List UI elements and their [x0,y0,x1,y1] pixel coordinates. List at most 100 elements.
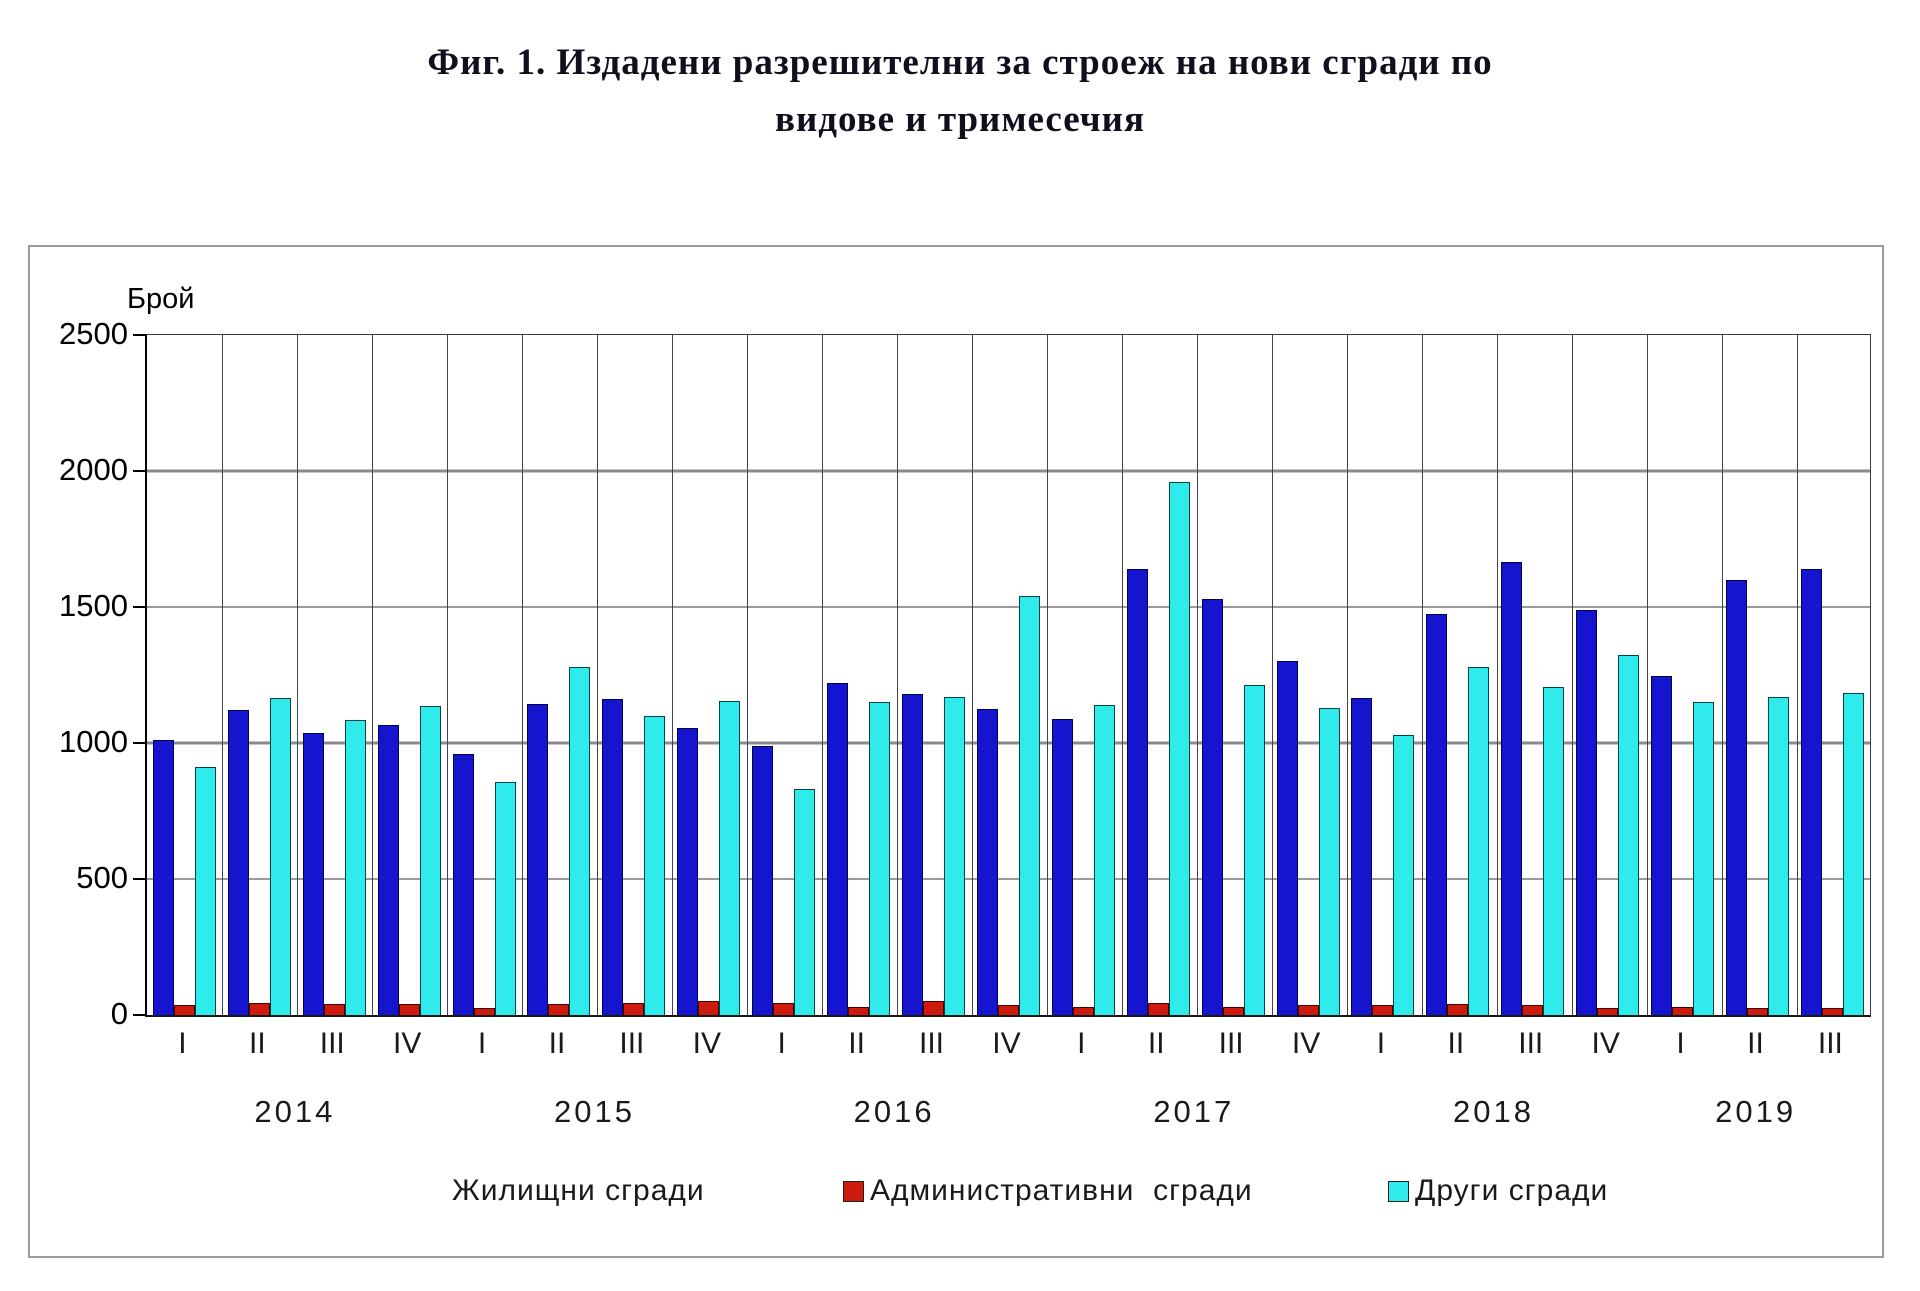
legend-item-residential: Жилищни сгради [452,1174,705,1208]
bar-administrative-2019-III [1821,1008,1843,1015]
bar-administrative-2015-IV [698,1001,720,1015]
bar-other-2018-IV [1618,655,1640,1015]
category-gridline [222,335,223,1015]
y-axis-tick [133,470,145,472]
bar-other-2014-IV [419,706,441,1015]
quarter-tick-label: II [249,1027,266,1060]
bar-residential-2016-III [902,694,924,1015]
quarter-tick-label: IV [392,1027,422,1060]
bar-other-2018-II [1468,667,1490,1015]
quarter-tick-label: II [848,1027,865,1060]
bar-other-2014-III [344,720,366,1015]
bar-other-2016-I [794,789,816,1015]
quarter-tick-label: I [1077,1027,1086,1060]
bar-other-2017-II [1168,482,1190,1015]
bar-residential-2015-I [452,754,474,1015]
bar-residential-2019-I [1651,676,1673,1015]
bar-group-2017-I [1046,335,1121,1015]
quarter-tick-label: III [619,1027,645,1060]
y-tick-label-0: 0 [110,996,128,1031]
quarter-tick-label: III [919,1027,945,1060]
category-gridline [672,335,673,1015]
bar-administrative-2017-III [1222,1007,1244,1015]
quarter-labels: I II III IV I II III IV I II III IV I II III IV I II III IV… [145,1027,1868,1061]
gridline-500 [147,878,1870,880]
bar-group-2014-II [222,335,297,1015]
bar-administrative-2014-I [173,1005,195,1015]
plot-area [133,334,1871,1017]
bar-administrative-2016-I [773,1003,795,1015]
gridline-1500 [147,606,1870,608]
category-gridline [1497,335,1498,1015]
bar-administrative-2017-IV [1297,1005,1319,1015]
bar-administrative-2017-II [1147,1003,1169,1015]
category-gridline [1572,335,1573,1015]
bar-administrative-2019-I [1672,1007,1694,1015]
bar-group-2017-III [1196,335,1271,1015]
bar-administrative-2014-IV [398,1004,420,1015]
bar-other-2019-I [1693,702,1715,1015]
bar-residential-2015-II [527,704,549,1015]
quarter-tick-label: II [1747,1027,1764,1060]
category-gridline [747,335,748,1015]
bar-group-2019-II [1720,335,1795,1015]
category-gridline [972,335,973,1015]
quarter-tick-label: IV [1291,1027,1321,1060]
bar-residential-2014-I [152,740,174,1015]
bar-group-2019-I [1645,335,1720,1015]
category-gridline [522,335,523,1015]
category-gridline [297,335,298,1015]
bar-residential-2016-II [827,683,849,1015]
category-gridline [1422,335,1423,1015]
category-gridline [1347,335,1348,1015]
bar-other-2017-I [1093,705,1115,1015]
quarter-tick-label: III [1817,1027,1843,1060]
bar-residential-2015-IV [677,728,699,1015]
bar-group-2019-III [1795,335,1870,1015]
bar-administrative-2014-III [323,1004,345,1015]
quarter-tick-label: II [1147,1027,1165,1060]
y-axis-tick [133,742,145,744]
quarter-tick-label: IV [692,1027,721,1060]
bar-group-2018-IV [1570,335,1645,1015]
bar-group-2016-III [896,335,971,1015]
bar-group-2015-II [522,335,597,1015]
category-gridline [447,335,448,1015]
bar-other-2019-II [1767,697,1789,1015]
bar-residential-2017-I [1051,719,1073,1015]
category-gridline [1197,335,1198,1015]
year-label-2016: 2016 [853,1094,935,1129]
bar-group-2014-IV [372,335,447,1015]
bar-other-2016-II [869,702,891,1015]
figure-title-line2: видове и тримесечия [775,99,1145,141]
quarter-tick-label: III [319,1027,345,1060]
bar-other-2015-IV [719,701,741,1015]
bar-other-2014-II [269,698,291,1015]
year-labels: 2014 2015 2016 2017 2018 2019 [145,1094,1868,1130]
quarter-tick-label: II [1447,1027,1465,1060]
bar-group-2017-IV [1271,335,1346,1015]
bar-residential-2016-IV [976,709,998,1015]
bar-administrative-2015-II [548,1004,570,1015]
bar-administrative-2016-II [848,1007,870,1015]
year-label-2015: 2015 [554,1094,635,1129]
bar-group-2015-I [447,335,522,1015]
bar-residential-2014-II [227,710,249,1015]
bar-group-2017-II [1121,335,1196,1015]
category-gridline [597,335,598,1015]
y-tick-label-1500: 1500 [59,588,128,623]
figure-title: Фиг. 1. Издадени разрешителни за строеж … [0,34,1920,149]
bar-residential-2014-IV [377,725,399,1015]
category-gridline [1797,335,1798,1015]
quarter-tick-label: IV [1591,1027,1620,1060]
bar-other-2015-I [494,782,516,1015]
gridline-1000 [147,741,1870,745]
bar-other-2015-II [569,667,591,1015]
bar-group-2016-I [746,335,821,1015]
y-axis-tick [133,606,145,608]
quarter-tick-label: I [1376,1027,1386,1060]
bar-residential-2016-I [752,746,774,1015]
figure-title-line1: Фиг. 1. Издадени разрешителни за строеж … [427,42,1493,83]
bar-other-2017-III [1243,685,1265,1015]
